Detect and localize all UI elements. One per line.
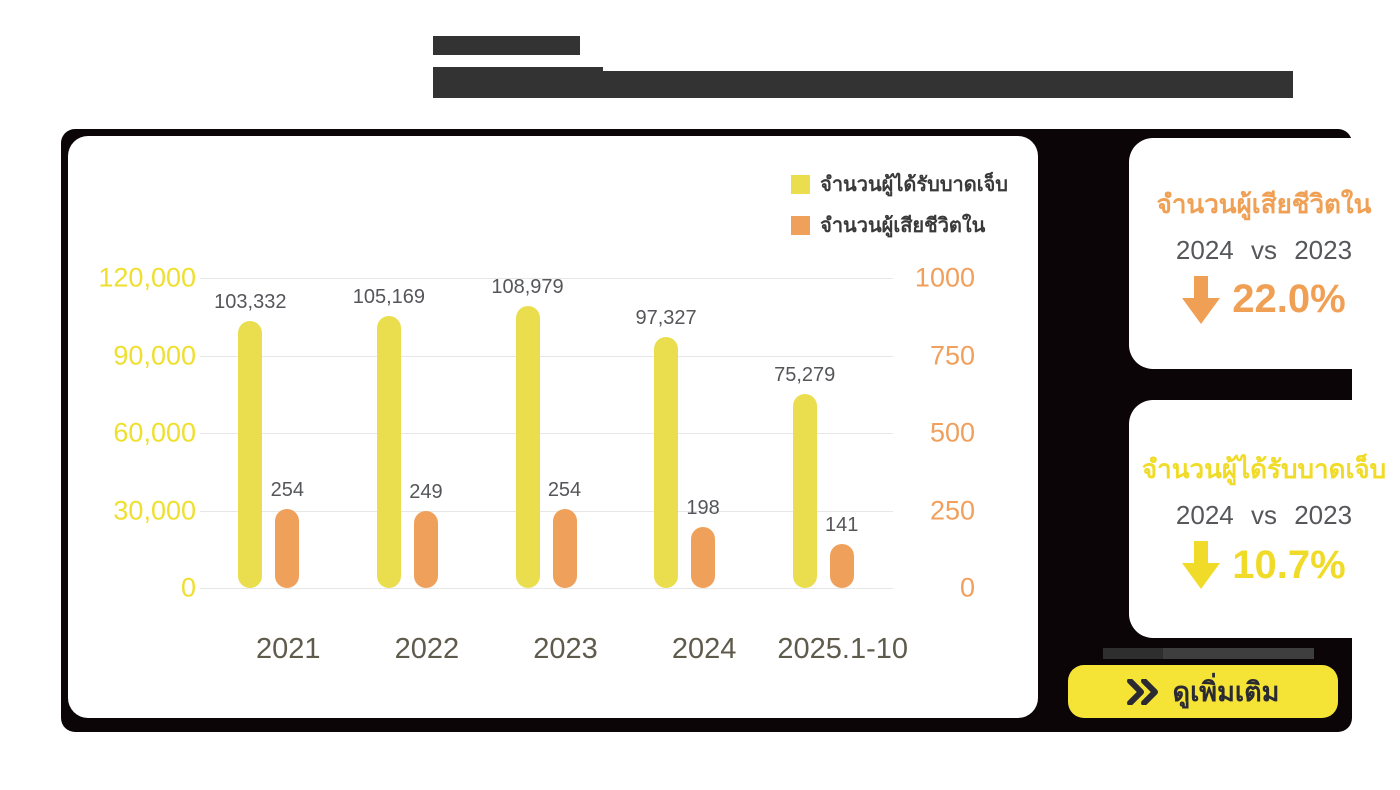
stat-card-injured: จำนวนผู้ได้รับบาดเจ็บ 2024 vs 2023 10.7% [1129,400,1399,638]
bar-injured-2022 [376,316,401,588]
bar-deaths-2022 [413,510,438,588]
stat-card-deaths: จำนวนผู้เสียชีวิตใน 2024 vs 2023 22.0% [1129,138,1399,369]
x-axis-label: 2023 [533,633,598,665]
bar-injured-2025.1-10 [792,393,817,588]
bar-injured-2024 [654,336,679,588]
legend-label-deaths: จำนวนผู้เสียชีวิตใน [820,215,986,237]
bar-deaths-2021 [275,509,300,588]
redacted-header-small [433,36,580,55]
redacted-header-line-left [433,67,603,98]
stat-delta-injured: 10.7% [1232,542,1346,587]
left-axis-tick: 0 [180,572,196,603]
stat-delta-row-injured: 10.7% [1182,541,1346,589]
see-more-button[interactable]: ดูเพิ่มเติม [1068,665,1338,718]
bar-value-injured: 105,169 [352,286,426,309]
x-axis-label: 2024 [671,633,737,665]
left-axis-tick: 30,000 [113,495,196,525]
double-chevron-right-icon [1126,678,1158,705]
gridline [200,355,893,357]
bar-value-deaths: 254 [270,479,304,502]
stat-compare-deaths: 2024 vs 2023 [1175,234,1353,265]
bar-value-injured: 75,279 [774,363,836,386]
dashboard-panel: จำนวนผู้ได้รับบาดเจ็บ จำนวนผู้เสียชีวิตใ… [61,129,1399,732]
bar-value-deaths: 254 [547,479,582,502]
redacted-bar-segment [1103,648,1163,659]
redacted-bar-small [1103,648,1314,659]
left-axis-tick: 60,000 [113,417,196,448]
x-axis-label: 2021 [256,633,321,665]
bar-injured-2021 [238,321,263,588]
x-axis-label: 2022 [394,633,460,665]
bar-value-deaths: 141 [825,514,859,537]
bar-value-injured: 108,979 [491,276,564,299]
stat-title-deaths: จำนวนผู้เสียชีวิตใน [1156,188,1372,219]
redacted-bar-segment [1163,648,1314,659]
left-axis-tick: 90,000 [113,340,196,370]
down-arrow-icon [1182,275,1221,324]
chart-plot: 120,000 1000 90,000 750 60,000 500 30,000 250 0 0… [68,136,1038,718]
chart-card: จำนวนผู้ได้รับบาดเจ็บ จำนวนผู้เสียชีวิตใ… [68,136,1038,718]
bar-value-injured: 97,327 [635,306,697,329]
deaths-swatch-icon [791,215,811,235]
stat-delta-row-deaths: 22.0% [1182,275,1346,324]
stat-compare-injured: 2024 vs 2023 [1175,500,1353,530]
stat-title-injured: จำนวนผู้ได้รับบาดเจ็บ [1141,454,1387,484]
bar-value-deaths: 198 [686,496,720,519]
gridline [200,588,893,589]
left-axis-tick: 120,000 [98,262,196,293]
bar-injured-2023 [515,306,540,588]
legend-label-injured: จำนวนผู้ได้รับบาดเจ็บ [820,174,1008,196]
see-more-label: ดูเพิ่มเติม [1172,677,1280,707]
bar-deaths-2023 [552,509,577,588]
chart-legend: จำนวนผู้ได้รับบาดเจ็บ จำนวนผู้เสียชีวิตใ… [791,168,1008,241]
bar-deaths-2024 [691,526,716,588]
down-arrow-icon [1182,541,1221,589]
gridline [200,278,893,279]
legend-item-deaths: จำนวนผู้เสียชีวิตใน [791,209,1008,241]
x-axis-label: 2025.1-10 [777,633,908,665]
right-axis-tick: 0 [959,572,975,603]
injured-swatch-icon [791,174,811,194]
right-axis-tick: 500 [929,417,975,448]
bar-value-injured: 103,332 [214,291,287,314]
right-axis-tick: 750 [929,340,975,370]
legend-item-injured: จำนวนผู้ได้รับบาดเจ็บ [791,168,1008,200]
stat-delta-deaths: 22.0% [1232,277,1346,321]
gridline [200,433,893,434]
redacted-header-line [603,71,1293,98]
bar-deaths-2025.1-10 [829,544,854,588]
gridline [200,510,893,512]
right-axis-tick: 1000 [914,262,975,293]
right-axis-tick: 250 [929,495,975,525]
bar-value-deaths: 249 [409,480,443,503]
